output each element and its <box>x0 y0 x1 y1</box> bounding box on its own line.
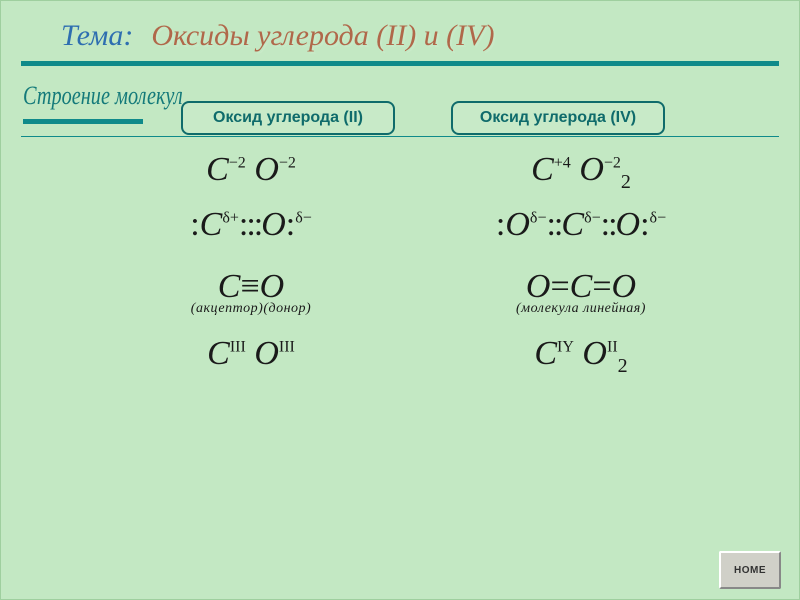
home-button[interactable]: HOME <box>719 551 781 589</box>
column-oxide-4: C+4 O−22 :Oδ−::Cδ−::O:δ− O=C=O (молекула… <box>421 151 741 373</box>
formula-co-lewis: :Cδ+:::O:δ− <box>190 206 312 243</box>
topic-label: Тема: <box>61 19 133 53</box>
pill-oxide-4: Оксид углерода (IV) <box>451 101 665 135</box>
subheader-underline <box>23 119 143 124</box>
formula-co-triplebond-row: C≡O (акцептор)(донор) <box>191 268 311 317</box>
note-linear: (молекула линейная) <box>516 301 646 317</box>
note-acceptor-donor: (акцептор)(донор) <box>191 301 311 317</box>
formula-co-valence: CIII OIII <box>207 335 295 372</box>
formula-co2-lewis: :Oδ−::Cδ−::O:δ− <box>496 206 666 243</box>
column-oxide-2: C−2 O−2 :Cδ+:::O:δ− C≡O (акцептор)(донор… <box>91 151 411 373</box>
pill-oxide-2: Оксид углерода (II) <box>181 101 395 135</box>
formula-co2-oxstates: C+4 O−22 <box>531 151 631 188</box>
formula-co-oxstates: C−2 O−2 <box>206 151 296 188</box>
topic-title: Оксиды углерода (II) и (IV) <box>151 19 494 53</box>
formula-co-triplebond: C≡O <box>191 268 311 305</box>
thin-divider <box>21 136 779 137</box>
subheader: Строение молекул <box>23 81 183 111</box>
formula-co2-doublebond: O=C=O <box>516 268 646 305</box>
header: Тема: Оксиды углерода (II) и (IV) <box>1 13 799 59</box>
slide-stage: Тема: Оксиды углерода (II) и (IV) Строен… <box>0 0 800 600</box>
home-button-label: HOME <box>734 565 766 576</box>
header-underline <box>21 61 779 66</box>
formula-co2-doublebond-row: O=C=O (молекула линейная) <box>516 268 646 317</box>
formula-co2-valence: CIY OII2 <box>534 335 627 372</box>
